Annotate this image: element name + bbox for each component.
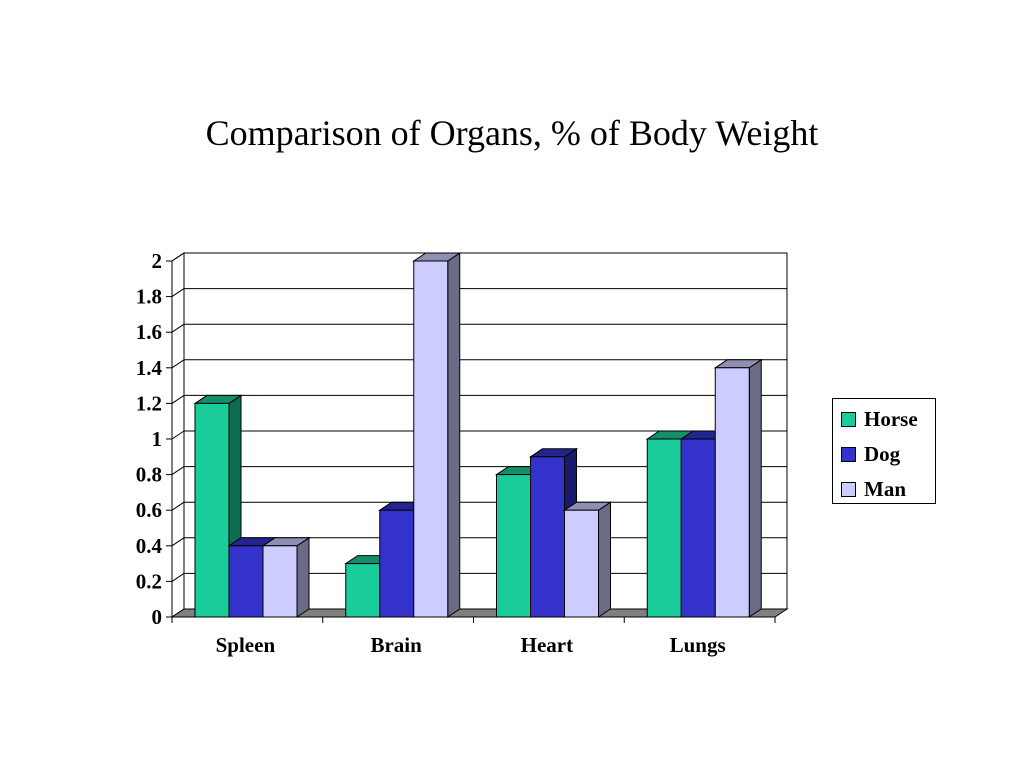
- legend-label-dog: Dog: [864, 441, 901, 466]
- bar-man-lungs-front: [714, 367, 750, 618]
- bar-dog-heart-front: [530, 456, 565, 618]
- bar-man-lungs-side: [748, 358, 762, 618]
- gridline-side: [171, 323, 185, 333]
- bar-horse-spleen-front: [194, 402, 230, 618]
- x-tick-label-heart: Heart: [521, 633, 573, 657]
- y-tick-label: 1.6: [136, 320, 162, 344]
- bar-man-brain-side: [447, 252, 461, 618]
- y-tick-label: 0: [152, 605, 163, 629]
- y-tick-label: 1.4: [136, 356, 163, 380]
- legend-label-man: Man: [864, 476, 906, 501]
- bar-horse-spleen: [193, 394, 243, 618]
- legend-label-horse: Horse: [864, 406, 918, 431]
- gridline-side: [171, 572, 185, 582]
- chart-title: Comparison of Organs, % of Body Weight: [205, 113, 819, 153]
- bar-man-spleen-side: [296, 536, 310, 618]
- bar-dog-brain-front: [379, 509, 415, 618]
- legend-swatch-dog: [841, 446, 856, 462]
- gridline-side: [171, 394, 185, 404]
- gridline-side: [171, 537, 185, 547]
- bar-man-heart-front: [564, 509, 599, 618]
- bar-man-heart-side: [598, 501, 611, 618]
- bar-man-brain: [412, 252, 462, 618]
- y-tick-label: 0.4: [136, 534, 163, 558]
- bar-horse-brain-front: [345, 563, 381, 618]
- bar-dog-lungs-front: [680, 438, 716, 618]
- legend-item-horse: Horse: [841, 407, 918, 431]
- bar-man-brain-front: [413, 260, 449, 618]
- y-tick-label: 0.8: [136, 463, 162, 487]
- x-tick-label-lungs: Lungs: [670, 633, 726, 657]
- bar-dog-spleen-front: [228, 545, 264, 618]
- bar-horse-heart-front: [496, 474, 531, 618]
- x-tick-label-brain: Brain: [370, 633, 422, 657]
- y-tick-label: 0.2: [136, 569, 162, 593]
- gridline-side: [171, 252, 185, 262]
- y-tick-label: 2: [152, 249, 163, 273]
- y-tick-label: 1.2: [136, 391, 162, 415]
- y-tick-label: 1: [152, 427, 163, 451]
- gridline-side: [171, 359, 185, 369]
- gridline-side: [171, 466, 185, 476]
- gridline-side: [171, 288, 185, 298]
- gridline-side: [171, 501, 185, 511]
- y-tick-label: 0.6: [136, 498, 162, 522]
- y-tick-label: 1.8: [136, 285, 162, 309]
- legend-item-man: Man: [841, 477, 906, 501]
- bar-man-heart: [562, 501, 613, 618]
- legend-swatch-horse: [841, 411, 856, 427]
- gridline-side: [171, 430, 185, 440]
- bar-man-spleen-front: [262, 545, 298, 618]
- bar-horse-lungs-front: [646, 438, 682, 618]
- x-tick-label-spleen: Spleen: [216, 633, 276, 657]
- chart-legend: Horse Dog Man: [832, 398, 936, 504]
- bar-man-lungs: [713, 358, 763, 618]
- bar-man-spleen: [261, 536, 311, 618]
- legend-swatch-man: [841, 481, 856, 497]
- legend-item-dog: Dog: [841, 442, 900, 466]
